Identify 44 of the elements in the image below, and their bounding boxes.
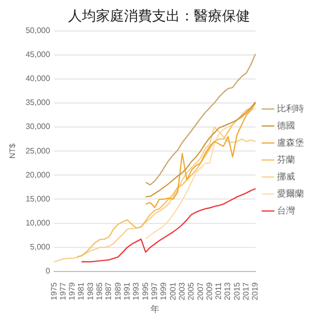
x-tick-label: 2017 — [242, 282, 251, 300]
x-tick-label: 1987 — [104, 282, 114, 300]
chart-title: 人均家庭消費支出：醫療保健 — [68, 7, 250, 24]
x-tick-label: 1995 — [140, 282, 150, 300]
x-tick-label: 2009 — [204, 282, 214, 300]
legend-label: 愛爾蘭 — [277, 188, 304, 198]
y-tick-label: 20,000 — [26, 170, 51, 180]
x-tick-label: 2005 — [186, 282, 196, 300]
x-tick-label: 1991 — [122, 282, 132, 300]
y-tick-label: 40,000 — [26, 74, 51, 84]
legend-label: 盧森堡 — [277, 137, 304, 148]
x-tick-label: 2015 — [232, 282, 242, 300]
x-tick-label: 1999 — [159, 282, 168, 300]
x-tick-label: 2013 — [223, 282, 232, 300]
y-tick-label: 15,000 — [26, 194, 51, 204]
x-tick-label: 1981 — [76, 282, 86, 300]
y-tick-label: 35,000 — [26, 98, 51, 108]
x-tick-label: 2003 — [177, 282, 186, 300]
y-axis-title: NT$ — [8, 143, 18, 159]
x-tick-label: 1983 — [86, 282, 95, 300]
x-tick-label: 1975 — [49, 282, 58, 300]
y-tick-label: 0 — [46, 266, 51, 276]
x-tick-label: 1979 — [68, 282, 77, 300]
y-tick-label: 45,000 — [26, 50, 51, 60]
y-tick-label: 50,000 — [26, 26, 51, 36]
legend-label: 台灣 — [277, 205, 295, 216]
x-tick-label: 1993 — [132, 282, 141, 300]
legend-label: 芬蘭 — [277, 154, 295, 164]
x-tick-label: 2007 — [196, 282, 205, 300]
y-tick-label: 5,000 — [30, 242, 51, 252]
x-tick-label: 1997 — [150, 282, 159, 300]
x-tick-label: 1985 — [95, 282, 104, 300]
x-tick-label: 2019 — [250, 282, 260, 300]
x-tick-label: 1977 — [58, 282, 68, 300]
x-tick-label: 2001 — [168, 282, 178, 300]
legend-label: 比利時 — [277, 103, 304, 114]
x-tick-label: 2011 — [214, 282, 224, 300]
legend-label: 挪威 — [277, 171, 295, 182]
x-tick-label: 1989 — [113, 282, 122, 300]
y-tick-label: 25,000 — [26, 146, 51, 156]
y-tick-label: 10,000 — [26, 218, 51, 228]
y-tick-label: 30,000 — [26, 122, 51, 132]
legend-label: 德國 — [277, 120, 295, 130]
x-axis-title: 年 — [150, 304, 160, 314]
